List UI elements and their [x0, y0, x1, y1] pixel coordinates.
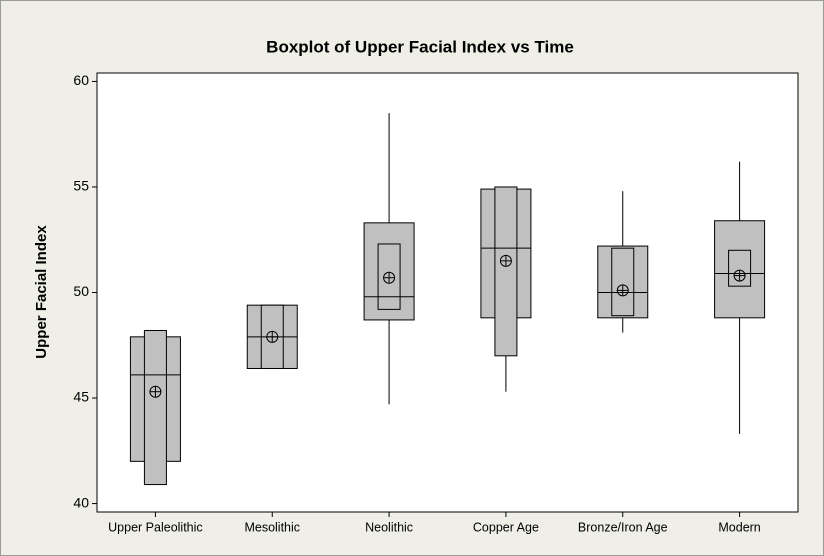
chart-title: Boxplot of Upper Facial Index vs Time: [266, 37, 574, 56]
plot-area: [96, 72, 799, 513]
mean-symbol: [616, 284, 629, 297]
ci-box: [611, 247, 635, 317]
mean-symbol: [733, 269, 746, 282]
y-tick-label: 45: [73, 389, 89, 405]
x-tick-label: Upper Paleolithic: [108, 520, 203, 534]
ci-box: [494, 186, 518, 357]
mean-symbol: [383, 271, 396, 284]
y-tick-label: 40: [73, 494, 89, 510]
ci-box: [143, 329, 167, 486]
x-tick-label: Mesolithic: [244, 520, 300, 534]
y-axis-label: Upper Facial Index: [33, 225, 50, 359]
y-tick-label: 60: [73, 72, 89, 88]
mean-symbol: [149, 385, 162, 398]
x-tick-label: Modern: [718, 520, 760, 534]
mean-symbol: [266, 330, 279, 343]
x-tick-label: Copper Age: [473, 520, 539, 534]
x-tick-label: Bronze/Iron Age: [578, 520, 668, 534]
x-tick-label: Neolithic: [365, 520, 413, 534]
mean-symbol: [499, 254, 512, 267]
y-tick-label: 50: [73, 283, 89, 299]
y-tick-label: 55: [73, 178, 89, 194]
